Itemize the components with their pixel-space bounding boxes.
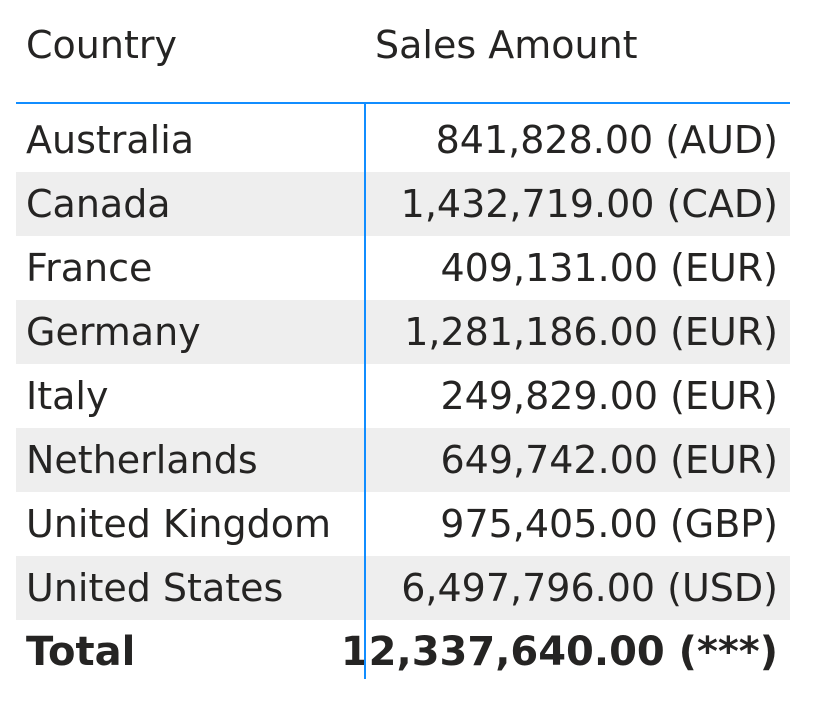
- country-cell: Canada: [26, 182, 171, 226]
- country-cell: United Kingdom: [26, 502, 332, 546]
- country-cell: Germany: [26, 310, 201, 354]
- amount-cell: 6,497,796.00 (USD): [401, 566, 778, 610]
- table-header: Country Sales Amount: [16, 0, 790, 104]
- table-body: Australia 841,828.00 (AUD) Canada 1,432,…: [16, 104, 790, 684]
- table-row[interactable]: Australia 841,828.00 (AUD): [16, 108, 790, 172]
- country-cell: Netherlands: [26, 438, 258, 482]
- amount-cell: 1,432,719.00 (CAD): [400, 182, 778, 226]
- column-header-country[interactable]: Country: [26, 23, 177, 67]
- country-cell: Italy: [26, 374, 109, 418]
- country-cell: United States: [26, 566, 284, 610]
- total-row: Total 12,337,640.00 (***): [16, 620, 790, 684]
- table-row[interactable]: France 409,131.00 (EUR): [16, 236, 790, 300]
- sales-table: Country Sales Amount Australia 841,828.0…: [16, 0, 790, 684]
- table-row[interactable]: United Kingdom 975,405.00 (GBP): [16, 492, 790, 556]
- total-label: Total: [26, 629, 136, 675]
- table-row[interactable]: Germany 1,281,186.00 (EUR): [16, 300, 790, 364]
- total-amount: 12,337,640.00 (***): [340, 629, 778, 675]
- amount-cell: 249,829.00 (EUR): [440, 374, 778, 418]
- column-header-sales-amount[interactable]: Sales Amount: [375, 23, 638, 67]
- amount-cell: 409,131.00 (EUR): [440, 246, 778, 290]
- amount-cell: 841,828.00 (AUD): [435, 118, 778, 162]
- table-row[interactable]: Italy 249,829.00 (EUR): [16, 364, 790, 428]
- amount-cell: 975,405.00 (GBP): [440, 502, 778, 546]
- table-row[interactable]: Canada 1,432,719.00 (CAD): [16, 172, 790, 236]
- table-row[interactable]: Netherlands 649,742.00 (EUR): [16, 428, 790, 492]
- column-divider: [364, 104, 366, 679]
- amount-cell: 649,742.00 (EUR): [440, 438, 778, 482]
- amount-cell: 1,281,186.00 (EUR): [404, 310, 778, 354]
- country-cell: Australia: [26, 118, 195, 162]
- country-cell: France: [26, 246, 153, 290]
- table-row[interactable]: United States 6,497,796.00 (USD): [16, 556, 790, 620]
